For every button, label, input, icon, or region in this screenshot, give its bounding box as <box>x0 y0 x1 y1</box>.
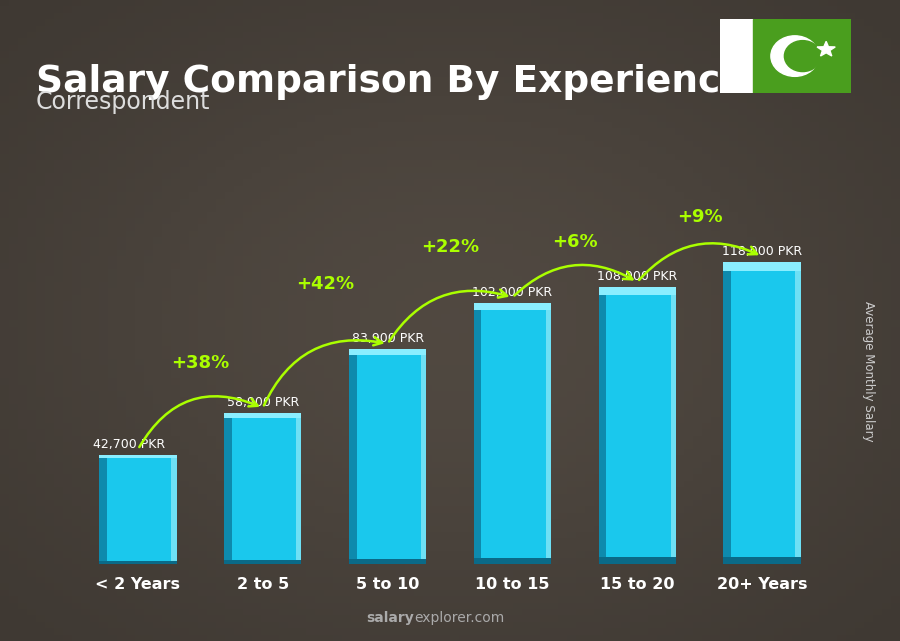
FancyBboxPatch shape <box>598 287 676 296</box>
Text: Correspondent: Correspondent <box>36 90 211 113</box>
FancyBboxPatch shape <box>473 303 551 564</box>
FancyBboxPatch shape <box>349 349 427 355</box>
FancyBboxPatch shape <box>349 559 427 564</box>
Text: salary: salary <box>366 611 414 625</box>
FancyBboxPatch shape <box>724 262 801 564</box>
Text: 102,000 PKR: 102,000 PKR <box>472 286 553 299</box>
FancyBboxPatch shape <box>99 454 176 458</box>
Text: 58,900 PKR: 58,900 PKR <box>227 396 299 409</box>
FancyBboxPatch shape <box>724 556 801 564</box>
Circle shape <box>771 36 819 76</box>
FancyBboxPatch shape <box>99 562 176 564</box>
Text: +42%: +42% <box>296 274 355 292</box>
FancyBboxPatch shape <box>224 413 302 564</box>
FancyBboxPatch shape <box>473 303 551 310</box>
FancyBboxPatch shape <box>598 287 607 564</box>
Text: 118,000 PKR: 118,000 PKR <box>722 245 802 258</box>
Text: +22%: +22% <box>421 238 479 256</box>
Text: 42,700 PKR: 42,700 PKR <box>93 438 165 451</box>
Bar <box>720 19 752 93</box>
Text: +9%: +9% <box>677 208 723 226</box>
Text: 108,000 PKR: 108,000 PKR <box>597 271 678 283</box>
Bar <box>752 19 850 93</box>
FancyBboxPatch shape <box>473 558 551 564</box>
Circle shape <box>785 40 821 72</box>
Text: explorer.com: explorer.com <box>414 611 504 625</box>
FancyBboxPatch shape <box>724 262 731 564</box>
FancyBboxPatch shape <box>224 413 232 564</box>
FancyBboxPatch shape <box>421 349 427 564</box>
FancyBboxPatch shape <box>224 560 302 564</box>
FancyBboxPatch shape <box>99 454 176 564</box>
FancyBboxPatch shape <box>296 413 302 564</box>
FancyBboxPatch shape <box>99 454 107 564</box>
Text: Average Monthly Salary: Average Monthly Salary <box>862 301 875 442</box>
FancyBboxPatch shape <box>796 262 801 564</box>
FancyBboxPatch shape <box>473 303 482 564</box>
FancyBboxPatch shape <box>670 287 676 564</box>
FancyBboxPatch shape <box>545 303 551 564</box>
Text: Salary Comparison By Experience: Salary Comparison By Experience <box>36 64 746 100</box>
FancyBboxPatch shape <box>349 349 356 564</box>
FancyBboxPatch shape <box>224 413 302 417</box>
FancyBboxPatch shape <box>598 557 676 564</box>
Text: +38%: +38% <box>171 354 230 372</box>
Text: 83,900 PKR: 83,900 PKR <box>352 332 424 345</box>
Text: +6%: +6% <box>552 233 598 251</box>
Polygon shape <box>817 41 835 56</box>
FancyBboxPatch shape <box>598 287 676 564</box>
FancyBboxPatch shape <box>171 454 176 564</box>
FancyBboxPatch shape <box>724 262 801 271</box>
FancyBboxPatch shape <box>349 349 427 564</box>
